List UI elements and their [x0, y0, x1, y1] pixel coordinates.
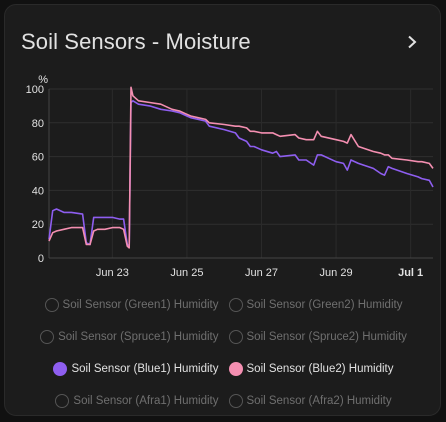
legend-item[interactable]: Soil Sensor (Spruce1) Humidity [40, 330, 219, 344]
moisture-chart[interactable]: 0 20 40 60 80 100% Jun 23 Jun 25 Jun 27 Jun 29 Jul… [5, 5, 442, 295]
legend-label: Soil Sensor (Spruce1) Humidity [58, 331, 219, 343]
chart-legend: Soil Sensor (Green1) Humidity Soil Sensor… [5, 289, 442, 417]
y-tick-label: 60 [32, 152, 44, 164]
x-tick-label: Jun 23 [96, 267, 129, 279]
legend-color-dot [228, 362, 243, 376]
x-tick-label: Jun 27 [245, 267, 278, 279]
legend-item[interactable]: Soil Sensor (Green1) Humidity [44, 298, 219, 312]
legend-row: Soil Sensor (Blue1) Humidity Soil Sensor … [5, 353, 442, 385]
legend-label: Soil Sensor (Green2) Humidity [246, 299, 403, 311]
legend-row: Soil Sensor (Green1) Humidity Soil Sensor… [5, 289, 442, 321]
legend-label: Soil Sensor (Blue1) Humidity [71, 363, 219, 375]
history-graph-card: Soil Sensors - Moisture 0 20 40 60 80 100% Jun… [4, 4, 441, 416]
more-info-button[interactable] [400, 30, 424, 54]
legend-color-dot [228, 298, 243, 312]
legend-row: Soil Sensor (Afra1) Humidity Soil Sensor … [5, 385, 442, 417]
card-title: Soil Sensors - Moisture [21, 29, 251, 54]
legend-item[interactable]: Soil Sensor (Blue2) Humidity [228, 362, 394, 376]
legend-color-dot [53, 362, 68, 376]
y-tick-label: 40 [32, 185, 44, 197]
x-tick-label: Jul 1 [398, 267, 423, 279]
legend-color-dot [44, 298, 59, 312]
legend-color-dot [228, 394, 243, 408]
legend-item[interactable]: Soil Sensor (Blue1) Humidity [53, 362, 219, 376]
legend-item[interactable]: Soil Sensor (Afra2) Humidity [228, 394, 392, 408]
y-tick-label: 20 [32, 219, 44, 231]
legend-item[interactable]: Soil Sensor (Afra1) Humidity [55, 394, 219, 408]
y-axis-unit: % [38, 74, 48, 86]
y-tick-label: 80 [32, 118, 44, 130]
y-tick-label: 100 [26, 84, 44, 96]
chevron-right-icon [408, 35, 417, 49]
legend-color-dot [40, 330, 55, 344]
series-line [48, 100, 434, 247]
legend-color-dot [55, 394, 70, 408]
legend-label: Soil Sensor (Blue2) Humidity [246, 363, 394, 375]
legend-color-dot [228, 330, 243, 344]
x-tick-label: Jun 29 [320, 267, 353, 279]
x-tick-label: Jun 25 [170, 267, 203, 279]
legend-row: Soil Sensor (Spruce1) Humidity Soil Senso… [5, 321, 442, 353]
legend-item[interactable]: Soil Sensor (Green2) Humidity [228, 298, 403, 312]
legend-label: Soil Sensor (Spruce2) Humidity [246, 331, 407, 343]
y-tick-label: 0 [38, 253, 44, 265]
legend-label: Soil Sensor (Afra1) Humidity [73, 395, 219, 407]
legend-label: Soil Sensor (Green1) Humidity [62, 299, 219, 311]
series-line [48, 86, 434, 249]
legend-label: Soil Sensor (Afra2) Humidity [246, 395, 392, 407]
legend-item[interactable]: Soil Sensor (Spruce2) Humidity [228, 330, 407, 344]
card-header: Soil Sensors - Moisture [21, 27, 424, 57]
